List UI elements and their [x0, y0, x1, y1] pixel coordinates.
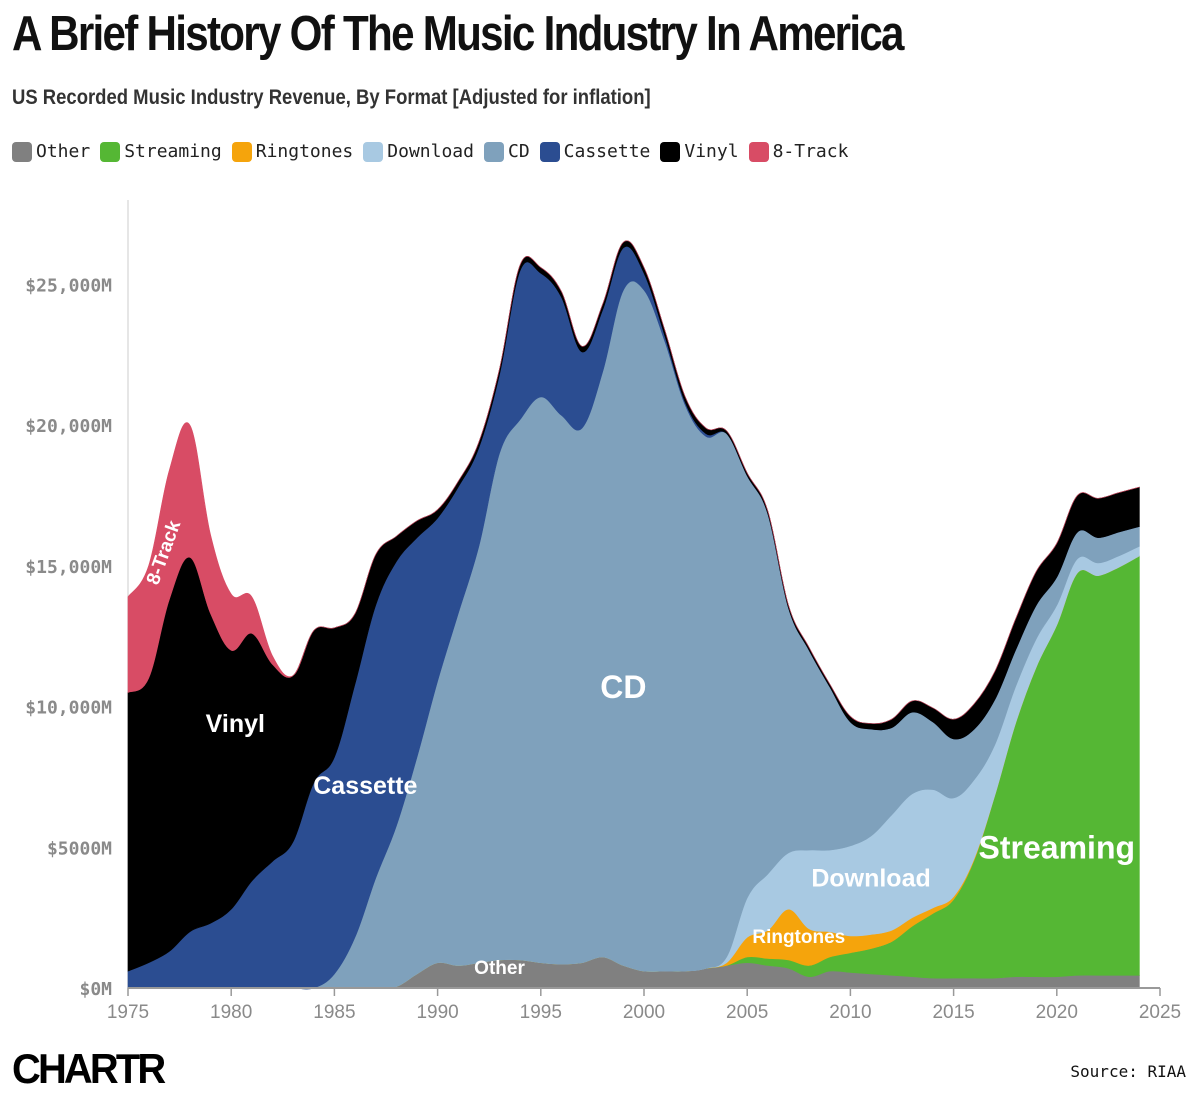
- x-tick-label: 1990: [416, 1002, 458, 1023]
- legend-item-ringtones: Ringtones: [231, 141, 354, 162]
- legend-item-other: Other: [12, 141, 90, 162]
- legend-label: Vinyl: [684, 141, 739, 162]
- legend-item-cd: CD: [483, 141, 530, 162]
- legend-swatch: [363, 141, 384, 162]
- legend-item-download: Download: [363, 141, 474, 162]
- legend-swatch: [748, 141, 769, 162]
- legend-item-cassette: Cassette: [539, 141, 651, 162]
- x-tick-label: 1985: [313, 1002, 355, 1023]
- x-tick-label: 1975: [107, 1002, 149, 1023]
- legend-item-streaming: Streaming: [100, 141, 222, 162]
- chartr-logo: CHARTR: [12, 1045, 166, 1092]
- chart-subtitle: US Recorded Music Industry Revenue, By F…: [12, 86, 651, 109]
- x-tick-label: 1995: [520, 1002, 562, 1023]
- legend-label: Other: [36, 141, 91, 162]
- legend: Other Streaming Ringtones Download CD Cassett…: [12, 141, 858, 162]
- legend-label: Download: [387, 141, 474, 162]
- legend-label: CD: [507, 141, 530, 162]
- annotation-vinyl: Vinyl: [206, 710, 265, 738]
- legend-label: Streaming: [124, 141, 222, 162]
- x-tick-label: 2005: [726, 1002, 768, 1023]
- y-tick-label: $25,000M: [25, 275, 112, 296]
- legend-item-vinyl: Vinyl: [660, 141, 739, 162]
- y-tick-label: $10,000M: [25, 698, 112, 719]
- x-tick-label: 2025: [1139, 1002, 1181, 1023]
- legend-label: Ringtones: [255, 141, 354, 162]
- annotation-other: Other: [474, 958, 525, 979]
- legend-label: 8-Track: [772, 141, 849, 162]
- legend-label: Cassette: [563, 141, 651, 162]
- annotation-ringtones: Ringtones: [752, 927, 845, 948]
- x-tick-label: 2020: [1036, 1002, 1078, 1023]
- annotation-streaming: Streaming: [979, 830, 1135, 866]
- y-tick-label: $15,000M: [25, 557, 112, 578]
- legend-swatch: [12, 141, 32, 162]
- annotation-cd: CD: [600, 669, 646, 705]
- x-tick-label: 2015: [932, 1002, 974, 1023]
- annotation-download: Download: [811, 865, 930, 893]
- area-8-track: [127, 240, 1140, 724]
- legend-swatch: [660, 141, 681, 162]
- area-chart: $0M $5000M $10,000M $15,000M $20,000M $25,000…: [25, 200, 1181, 1023]
- x-tick-label: 1980: [210, 1002, 252, 1023]
- y-tick-label: $20,000M: [25, 416, 112, 437]
- y-tick-label: $5000M: [47, 838, 112, 859]
- x-tick-label: 2000: [623, 1002, 665, 1023]
- x-tick-label: 2010: [829, 1002, 871, 1023]
- source-note: Source: RIAA: [1070, 1062, 1186, 1081]
- legend-swatch: [100, 141, 121, 162]
- legend-swatch: [231, 141, 252, 162]
- legend-item-8-track: 8-Track: [748, 141, 849, 162]
- annotation-cassette: Cassette: [313, 772, 417, 800]
- legend-swatch: [539, 141, 560, 162]
- y-tick-label: $0M: [79, 979, 112, 1000]
- chart-title: A Brief History Of The Music Industry In…: [12, 7, 904, 61]
- legend-swatch: [483, 141, 504, 162]
